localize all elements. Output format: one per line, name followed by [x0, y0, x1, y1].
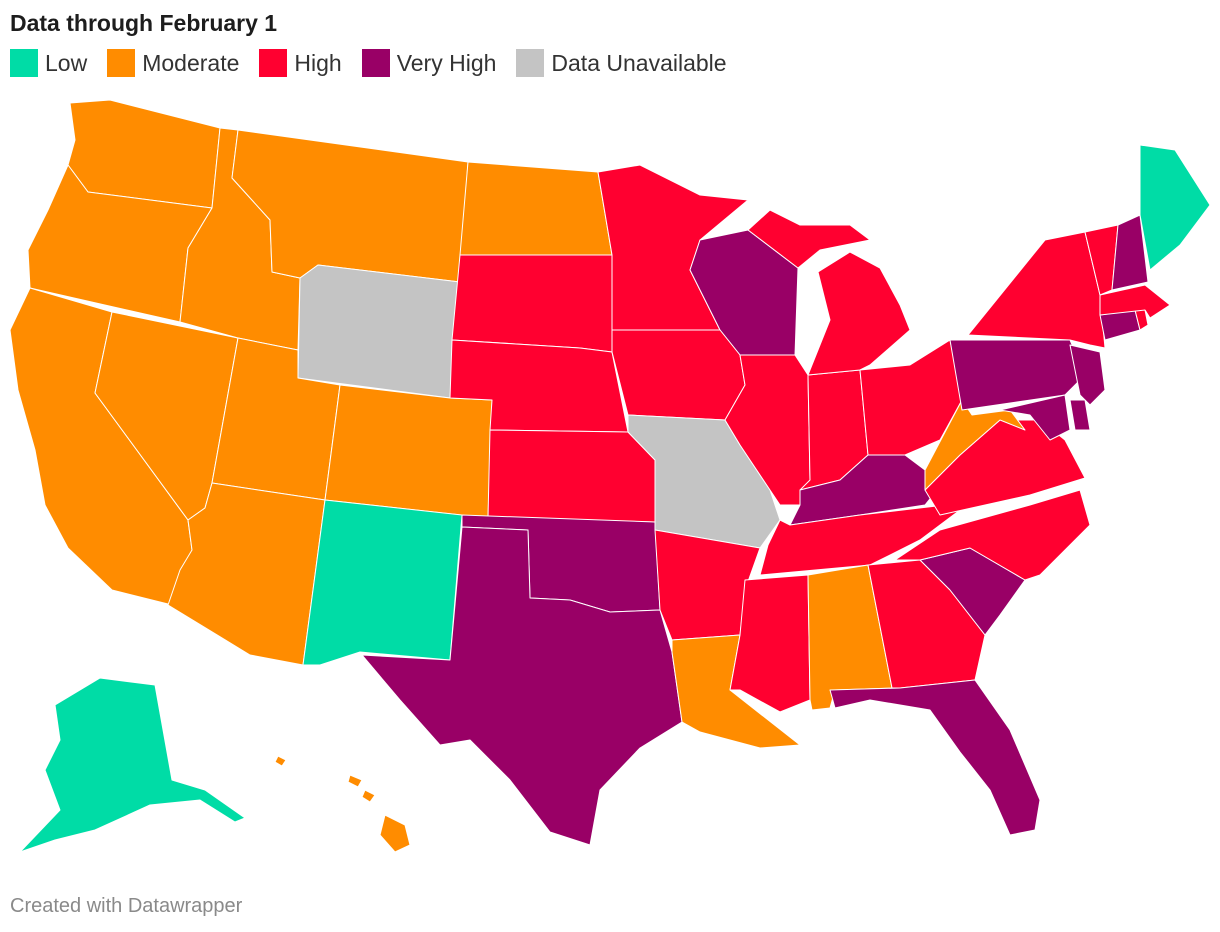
state-pa[interactable]	[949, 339, 1086, 411]
state-ak[interactable]	[19, 677, 246, 853]
state-tn[interactable]	[759, 504, 961, 576]
legend-swatch-unavailable	[516, 49, 545, 77]
legend-label-unavailable: Data Unavailable	[551, 49, 727, 76]
legend-label-very-high: Very High	[396, 49, 497, 76]
legend-item-high: High	[259, 49, 342, 77]
state-nc[interactable]	[894, 489, 1091, 581]
state-wy[interactable]	[297, 264, 461, 399]
state-co[interactable]	[324, 384, 493, 519]
legend-item-moderate: Moderate	[107, 49, 239, 77]
legend-swatch-high	[259, 49, 288, 77]
state-ia[interactable]	[611, 329, 746, 421]
state-sd[interactable]	[451, 254, 613, 353]
map-title: Data through February 1	[10, 10, 278, 36]
state-fl[interactable]	[829, 679, 1041, 836]
legend-label-high: High	[294, 49, 342, 76]
state-mi[interactable]	[747, 209, 911, 376]
state-tx[interactable]	[361, 526, 683, 846]
state-ks[interactable]	[487, 429, 656, 523]
legend-swatch-moderate	[107, 49, 136, 77]
state-hi[interactable]	[274, 755, 411, 853]
state-ny[interactable]	[967, 231, 1106, 349]
state-ma[interactable]	[1099, 284, 1171, 319]
legend-label-low: Low	[45, 49, 88, 76]
state-nd[interactable]	[459, 161, 613, 256]
state-nj[interactable]	[1069, 344, 1106, 406]
legend: Low Moderate High Very High Data Unavail…	[10, 47, 747, 79]
legend-swatch-very-high	[361, 49, 390, 77]
legend-swatch-low	[10, 49, 38, 77]
legend-item-unavailable: Data Unavailable	[516, 49, 727, 77]
footer-credit: Created with Datawrapper	[10, 895, 243, 917]
state-de[interactable]	[1069, 399, 1091, 431]
state-md[interactable]	[999, 394, 1071, 441]
legend-item-low: Low	[10, 49, 87, 77]
state-il[interactable]	[724, 354, 811, 506]
state-me[interactable]	[1139, 144, 1211, 271]
legend-label-moderate: Moderate	[142, 49, 240, 76]
state-wa[interactable]	[67, 99, 221, 209]
state-nh[interactable]	[1111, 214, 1149, 291]
legend-item-very-high: Very High	[361, 49, 497, 77]
state-nm[interactable]	[302, 499, 463, 666]
